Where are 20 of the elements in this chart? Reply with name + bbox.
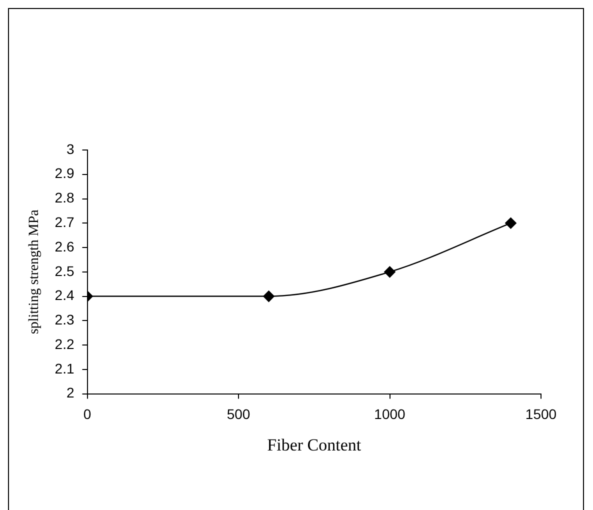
x-tick-label: 0 xyxy=(83,406,92,422)
point xyxy=(384,266,396,278)
y-tick-label: 2.4 xyxy=(54,287,74,304)
y-tick-label: 2.6 xyxy=(54,238,74,254)
x-tick-label: 1500 xyxy=(525,406,557,422)
y-tick-label: 2.7 xyxy=(54,214,74,230)
y-tick-label: 2.9 xyxy=(54,165,74,182)
y-tick-label: 2.1 xyxy=(54,360,74,376)
x-tick-label: 1000 xyxy=(374,406,406,422)
y-tick-label: 2.5 xyxy=(54,262,74,279)
y-axis-title: splitting strength MPa xyxy=(27,208,42,334)
y-tick-label: 3 xyxy=(66,140,74,157)
point xyxy=(263,290,274,302)
x-tick-label: 500 xyxy=(226,406,250,422)
y-tick-label: 2.2 xyxy=(54,336,74,352)
y-tick-label: 2.3 xyxy=(54,312,74,328)
point xyxy=(505,217,516,229)
x-axis-title: Fiber Content xyxy=(267,435,362,454)
y-tick-label: 2 xyxy=(66,384,74,401)
y-tick-label: 2.8 xyxy=(54,190,74,206)
